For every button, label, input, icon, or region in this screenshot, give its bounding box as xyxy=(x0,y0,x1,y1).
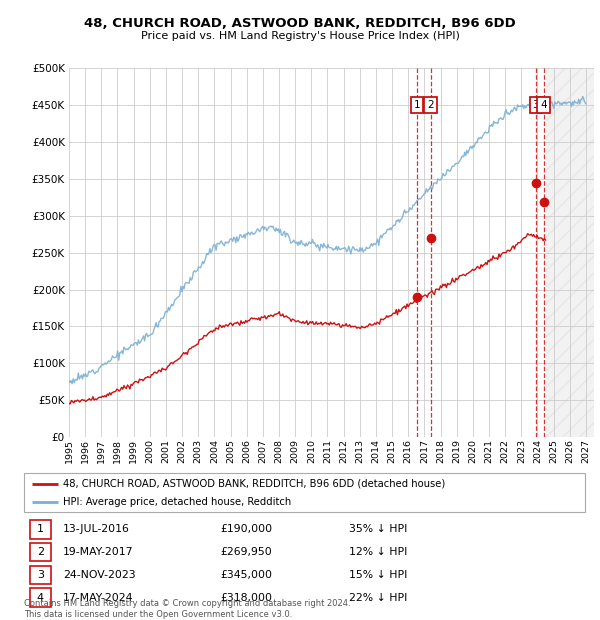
Text: 22% ↓ HPI: 22% ↓ HPI xyxy=(349,593,408,603)
Text: 2023: 2023 xyxy=(517,439,526,463)
Text: 2007: 2007 xyxy=(259,439,268,463)
Text: 2011: 2011 xyxy=(323,439,332,463)
Text: £190,000: £190,000 xyxy=(220,525,272,534)
Text: 2: 2 xyxy=(427,100,434,110)
Text: 2016: 2016 xyxy=(404,439,413,463)
Text: 48, CHURCH ROAD, ASTWOOD BANK, REDDITCH, B96 6DD (detached house): 48, CHURCH ROAD, ASTWOOD BANK, REDDITCH,… xyxy=(63,479,446,489)
Text: 17-MAY-2024: 17-MAY-2024 xyxy=(63,593,134,603)
Text: £345,000: £345,000 xyxy=(220,570,272,580)
Text: 48, CHURCH ROAD, ASTWOOD BANK, REDDITCH, B96 6DD: 48, CHURCH ROAD, ASTWOOD BANK, REDDITCH,… xyxy=(84,17,516,30)
Text: 35% ↓ HPI: 35% ↓ HPI xyxy=(349,525,408,534)
Text: Price paid vs. HM Land Registry's House Price Index (HPI): Price paid vs. HM Land Registry's House … xyxy=(140,31,460,41)
Text: 2014: 2014 xyxy=(371,439,380,463)
Text: 2010: 2010 xyxy=(307,439,316,463)
Text: 2008: 2008 xyxy=(274,439,283,463)
Text: 2003: 2003 xyxy=(194,439,203,463)
Text: 2018: 2018 xyxy=(436,439,445,463)
Text: 2027: 2027 xyxy=(581,439,590,463)
Text: 2015: 2015 xyxy=(388,439,397,463)
Text: 24-NOV-2023: 24-NOV-2023 xyxy=(63,570,136,580)
Bar xyxy=(29,565,51,584)
Text: HPI: Average price, detached house, Redditch: HPI: Average price, detached house, Redd… xyxy=(63,497,292,507)
Text: 2012: 2012 xyxy=(339,439,348,463)
Text: 3: 3 xyxy=(533,100,539,110)
Text: 2024: 2024 xyxy=(533,439,542,463)
Text: 2009: 2009 xyxy=(290,439,299,463)
Bar xyxy=(29,588,51,607)
Text: 2001: 2001 xyxy=(161,439,170,463)
Text: 2020: 2020 xyxy=(469,439,478,463)
Text: 4: 4 xyxy=(540,100,547,110)
Text: 1999: 1999 xyxy=(129,439,138,463)
Text: 2: 2 xyxy=(37,547,44,557)
Text: 12% ↓ HPI: 12% ↓ HPI xyxy=(349,547,408,557)
Text: 2019: 2019 xyxy=(452,439,461,463)
Text: 2013: 2013 xyxy=(355,439,364,463)
Text: £269,950: £269,950 xyxy=(220,547,272,557)
Text: 2006: 2006 xyxy=(242,439,251,463)
Text: 2004: 2004 xyxy=(210,439,219,463)
Text: 1: 1 xyxy=(413,100,420,110)
Bar xyxy=(29,520,51,539)
Text: 19-MAY-2017: 19-MAY-2017 xyxy=(63,547,134,557)
Text: 2002: 2002 xyxy=(178,439,187,463)
Text: 1995: 1995 xyxy=(64,439,73,463)
Bar xyxy=(545,68,594,437)
Text: 2025: 2025 xyxy=(549,439,558,463)
Text: 4: 4 xyxy=(37,593,44,603)
Text: 2000: 2000 xyxy=(145,439,154,463)
Text: 2021: 2021 xyxy=(484,439,493,463)
Text: 2017: 2017 xyxy=(420,439,429,463)
Text: 1997: 1997 xyxy=(97,439,106,463)
Text: 1: 1 xyxy=(37,525,44,534)
Text: 2022: 2022 xyxy=(500,439,509,463)
Text: 1998: 1998 xyxy=(113,439,122,463)
Text: 2026: 2026 xyxy=(565,439,574,463)
Text: 1996: 1996 xyxy=(80,439,89,463)
Text: 15% ↓ HPI: 15% ↓ HPI xyxy=(349,570,408,580)
Text: 2005: 2005 xyxy=(226,439,235,463)
Text: 3: 3 xyxy=(37,570,44,580)
Bar xyxy=(29,543,51,561)
Text: 13-JUL-2016: 13-JUL-2016 xyxy=(63,525,130,534)
Text: £318,000: £318,000 xyxy=(220,593,272,603)
Text: Contains HM Land Registry data © Crown copyright and database right 2024.
This d: Contains HM Land Registry data © Crown c… xyxy=(24,600,350,619)
